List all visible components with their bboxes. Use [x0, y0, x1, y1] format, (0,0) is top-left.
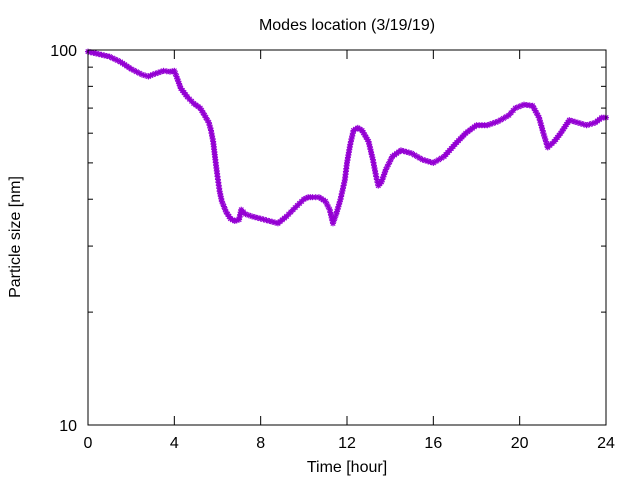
x-tick-label: 8	[256, 435, 265, 452]
data-point	[336, 201, 343, 208]
x-tick-label: 20	[511, 435, 529, 452]
x-tick-label: 24	[597, 435, 615, 452]
plot-frame	[87, 49, 607, 426]
y-tick-label: 10	[59, 418, 77, 435]
x-tick-label: 16	[424, 435, 442, 452]
x-tick-label: 4	[170, 435, 179, 452]
data-point	[98, 51, 105, 58]
data-points	[85, 48, 609, 227]
x-axis-label: Time [hour]	[307, 459, 387, 476]
x-tick-label: 0	[84, 435, 93, 452]
data-point	[536, 117, 543, 124]
data-point	[220, 203, 227, 210]
data-point	[300, 196, 307, 203]
x-tick-label: 12	[338, 435, 356, 452]
data-point	[542, 135, 549, 142]
axis-tick-labels: 0 4 8 12 16 20 24 10 100	[50, 43, 615, 452]
y-tick-label: 100	[50, 43, 77, 60]
data-point	[333, 211, 340, 218]
chart-title: Modes location (3/19/19)	[259, 17, 435, 34]
y-axis-label: Particle size [nm]	[7, 176, 24, 298]
